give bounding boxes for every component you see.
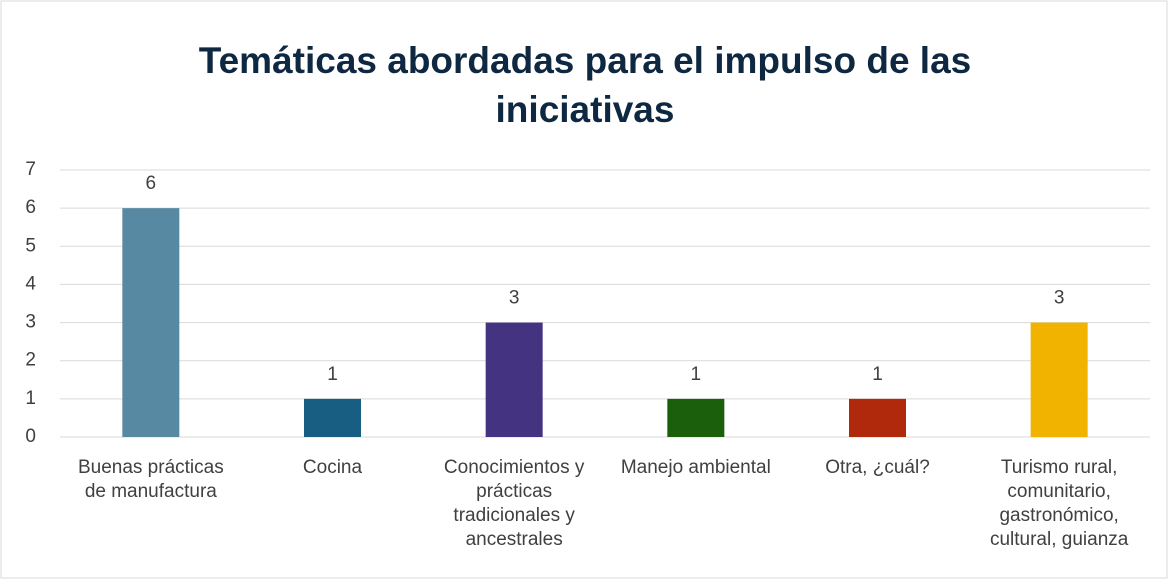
data-label: 1 — [872, 364, 883, 385]
data-label: 3 — [1054, 288, 1065, 309]
x-tick-label: Cocina — [302, 457, 363, 478]
y-tick-label: 3 — [25, 312, 36, 333]
x-tick-label: Manejo ambiental — [620, 457, 771, 478]
x-tick-label: Conocimientos y prácticas tradicionales … — [443, 457, 585, 550]
x-tick-label: Turismo rural, comunitario, gastronómico… — [989, 457, 1129, 550]
data-label: 1 — [327, 364, 338, 385]
bar — [304, 398, 361, 437]
bar — [122, 208, 180, 437]
data-label: 1 — [691, 364, 702, 385]
bar — [485, 322, 543, 437]
chart-title: Temáticas abordadas para el impulso de l… — [198, 40, 972, 130]
data-label: 3 — [509, 288, 520, 309]
y-tick-label: 6 — [25, 197, 36, 218]
y-tick-label: 1 — [25, 388, 36, 409]
y-tick-label: 5 — [25, 235, 36, 256]
y-tick-label: 0 — [25, 426, 36, 447]
y-tick-label: 2 — [25, 350, 36, 371]
data-label: 6 — [146, 173, 157, 194]
bar — [1030, 322, 1088, 437]
bar — [849, 398, 906, 437]
y-tick-label: 4 — [25, 273, 36, 294]
x-tick-label: Buenas prácticas de manufactura — [77, 457, 224, 502]
x-tick-label: Otra, ¿cuál? — [825, 457, 930, 478]
y-tick-label: 7 — [25, 159, 36, 180]
bar — [667, 398, 725, 437]
